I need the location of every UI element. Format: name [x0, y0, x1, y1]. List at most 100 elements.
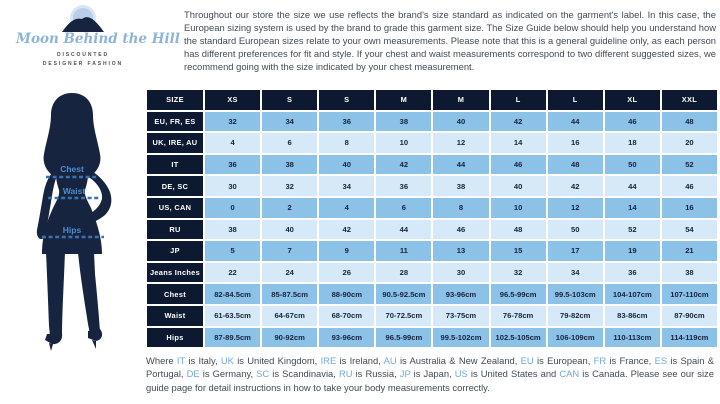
size-value-cell: 30: [205, 176, 261, 196]
hips-label: Hips: [63, 225, 82, 235]
country-abbreviation: IT: [176, 355, 186, 366]
size-value-cell: 46: [433, 219, 489, 240]
size-value-cell: 76-78cm: [490, 305, 546, 326]
row-label: UK, IRE, AU: [147, 133, 203, 153]
size-column-header: XXL: [661, 90, 717, 110]
legend-text: is European,: [533, 355, 594, 366]
size-value-cell: 40: [490, 176, 546, 196]
brand-tagline-line1: DISCOUNTED: [56, 52, 110, 58]
size-value-cell: 8: [319, 133, 375, 153]
row-label: US, CAN: [147, 197, 203, 218]
size-table-row: EU, FR, ES 32 34 36 38 40 42 44 46 48: [147, 111, 717, 132]
size-value-cell: 82-84.5cm: [205, 284, 261, 304]
country-abbreviation: RU: [338, 368, 353, 380]
legend-text: is United States and: [467, 368, 560, 380]
size-value-cell: 14: [604, 197, 660, 218]
size-value-cell: 32: [205, 111, 261, 132]
size-value-cell: 102.5-105cm: [490, 327, 546, 348]
size-value-cell: 73-75cm: [433, 305, 489, 326]
measurement-lines: [42, 175, 104, 239]
size-value-cell: 87-89.5cm: [205, 327, 261, 348]
size-value-cell: 4: [319, 197, 375, 218]
size-value-cell: 38: [262, 154, 318, 175]
country-abbreviation: ES: [654, 355, 668, 366]
chest-label: Chest: [60, 164, 84, 174]
legend-text: is Russia,: [352, 368, 400, 380]
size-value-cell: 42: [547, 176, 603, 196]
size-table: SIZE XS S S M M L L XL XXL EU, FR, ES 32 34 36 38 40 42 4…: [145, 88, 719, 349]
size-value-cell: 46: [661, 176, 717, 196]
legend-text: is Canada. Please see our size guide pag…: [146, 368, 714, 393]
size-value-cell: 26: [319, 262, 375, 283]
size-value-cell: 96.5-99cm: [490, 284, 546, 304]
legend-text: is Japan,: [410, 368, 455, 380]
country-abbreviation: IRE: [320, 355, 337, 366]
country-abbreviation: DE: [186, 368, 200, 380]
size-table-row: Chest 82-84.5cm 85-87.5cm 88-90cm 90.5-92.5c…: [147, 284, 717, 304]
size-value-cell: 36: [376, 176, 432, 196]
brand-name: Moon Behind the Hill: [16, 31, 180, 47]
size-value-cell: 14: [490, 133, 546, 153]
size-value-cell: 10: [490, 197, 546, 218]
size-value-cell: 87-90cm: [661, 305, 717, 326]
size-value-cell: 13: [433, 241, 489, 261]
size-table-row: DE, SC 30 32 34 36 38 40 42 44 46: [147, 176, 717, 196]
size-value-cell: 7: [262, 241, 318, 261]
legend-paragraph: Where IT is Italy, UK is United Kingdom,…: [146, 354, 714, 394]
size-value-cell: 16: [547, 133, 603, 153]
size-value-cell: 36: [205, 154, 261, 175]
woman-silhouette: Chest Waist Hips: [36, 93, 112, 351]
size-value-cell: 38: [433, 176, 489, 196]
size-table-row: UK, IRE, AU 4 6 8 10 12 14 16 18 20: [147, 133, 717, 153]
size-value-cell: 19: [604, 241, 660, 261]
size-value-cell: 44: [604, 176, 660, 196]
size-value-cell: 32: [490, 262, 546, 283]
legend-text: is France,: [606, 355, 655, 366]
size-value-cell: 28: [376, 262, 432, 283]
size-table-row: Jeans Inches 22 24 26 28 30 32 34 36 38: [147, 262, 717, 283]
size-value-cell: 90-92cm: [262, 327, 318, 348]
size-value-cell: 32: [262, 176, 318, 196]
size-column-header: XS: [205, 90, 261, 110]
size-value-cell: 68-70cm: [319, 305, 375, 326]
legend-text: is Australia & New Zealand,: [396, 355, 521, 366]
size-table-row: Hips 87-89.5cm 90-92cm 93-96cm 96.5-99cm 99.5…: [147, 327, 717, 348]
size-value-cell: 54: [661, 219, 717, 240]
row-label: Chest: [147, 284, 203, 304]
size-value-cell: 48: [547, 154, 603, 175]
row-label: IT: [147, 154, 203, 175]
size-value-cell: 42: [490, 111, 546, 132]
size-value-cell: 36: [604, 262, 660, 283]
country-abbreviation: JP: [399, 368, 411, 380]
size-column-header: S: [319, 90, 375, 110]
size-value-cell: 44: [547, 111, 603, 132]
size-value-cell: 48: [661, 111, 717, 132]
row-label: Hips: [147, 327, 203, 348]
size-value-cell: 99.5-103cm: [547, 284, 603, 304]
size-value-cell: 42: [319, 219, 375, 240]
size-value-cell: 50: [604, 154, 660, 175]
size-value-cell: 70-72.5cm: [376, 305, 432, 326]
legend-text: Where: [146, 355, 177, 366]
size-column-header: S: [262, 90, 318, 110]
size-value-cell: 34: [262, 111, 318, 132]
size-value-cell: 40: [319, 154, 375, 175]
size-value-cell: 36: [319, 111, 375, 132]
measurement-figure: Chest Waist Hips: [0, 88, 145, 352]
size-value-cell: 9: [319, 241, 375, 261]
size-value-cell: 50: [547, 219, 603, 240]
size-value-cell: 83-86cm: [604, 305, 660, 326]
size-value-cell: 30: [433, 262, 489, 283]
size-corner-header: SIZE: [147, 90, 203, 110]
row-label: EU, FR, ES: [147, 111, 203, 132]
size-value-cell: 93-96cm: [319, 327, 375, 348]
brand-tagline: DISCOUNTED DESIGNER FASHION: [16, 51, 150, 69]
row-label: RU: [147, 219, 203, 240]
size-value-cell: 6: [262, 133, 318, 153]
size-column-header: M: [433, 90, 489, 110]
size-value-cell: 24: [262, 262, 318, 283]
size-value-cell: 85-87.5cm: [262, 284, 318, 304]
size-value-cell: 106-109cm: [547, 327, 603, 348]
size-value-cell: 21: [661, 241, 717, 261]
